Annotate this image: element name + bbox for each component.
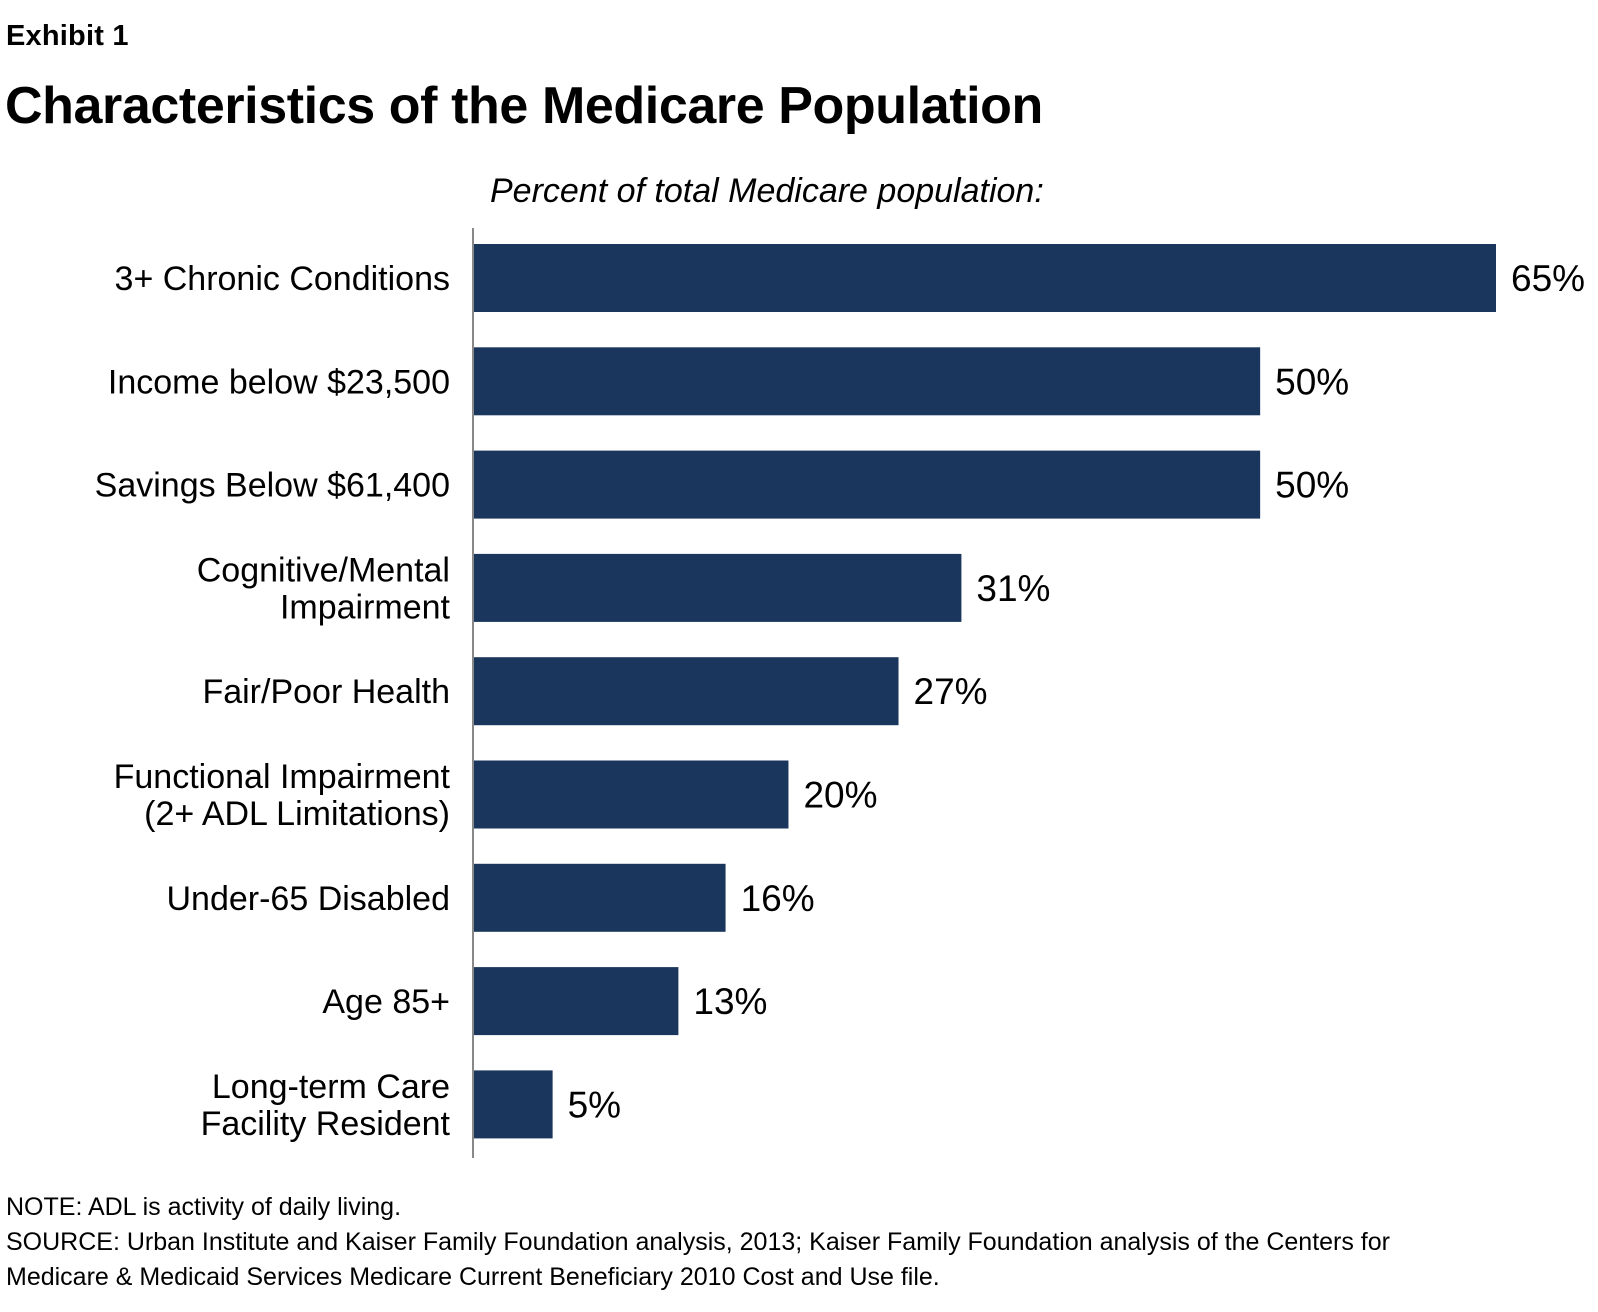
chart-title: Characteristics of the Medicare Populati… (5, 77, 1043, 135)
chart-subtitle: Percent of total Medicare population: (490, 172, 1044, 210)
note-text: NOTE: ADL is activity of daily living. (6, 1193, 402, 1221)
chart-notes: NOTE: ADL is activity of daily living. S… (6, 1190, 1390, 1295)
value-label-4: 27% (914, 671, 988, 712)
bar-7 (474, 967, 679, 1036)
bar-6 (474, 863, 726, 932)
source-line-1: SOURCE: Urban Institute and Kaiser Famil… (6, 1228, 1390, 1256)
value-label-8: 5% (568, 1084, 621, 1125)
value-label-1: 50% (1275, 361, 1349, 402)
bar-1 (474, 347, 1261, 416)
category-label-1: Income below $23,500 (108, 363, 450, 401)
bar-8 (474, 1070, 553, 1139)
category-label-0: 3+ Chronic Conditions (115, 260, 450, 298)
exhibit-label: Exhibit 1 (6, 20, 129, 52)
category-label-8: Long-term Care Facility Resident (201, 1068, 451, 1143)
value-label-7: 13% (693, 981, 767, 1022)
category-label-4: Fair/Poor Health (202, 673, 450, 711)
category-label-5: Functional Impairment (2+ ADL Limitations… (114, 758, 451, 833)
bar-5 (474, 760, 789, 829)
bar-3 (474, 553, 962, 622)
bars-layer: 65% 3+ Chronic Conditions 50% Income below … (95, 244, 1585, 1143)
bar-2 (474, 450, 1261, 519)
value-label-2: 50% (1275, 465, 1349, 506)
category-label-7: Age 85+ (322, 983, 450, 1021)
category-label-6: Under-65 Disabled (167, 880, 451, 918)
value-label-5: 20% (803, 775, 877, 816)
bar-0 (474, 244, 1496, 312)
value-label-6: 16% (741, 878, 815, 919)
bar-4 (474, 657, 899, 726)
value-label-0: 65% (1511, 258, 1585, 299)
value-label-3: 31% (976, 568, 1050, 609)
category-label-3: Cognitive/Mental Impairment (197, 551, 451, 626)
source-line-2: Medicare & Medicaid Services Medicare Cu… (6, 1263, 940, 1291)
bar-chart: 65% 3+ Chronic Conditions 50% Income below … (95, 228, 1585, 1158)
category-label-2: Savings Below $61,400 (95, 467, 450, 505)
